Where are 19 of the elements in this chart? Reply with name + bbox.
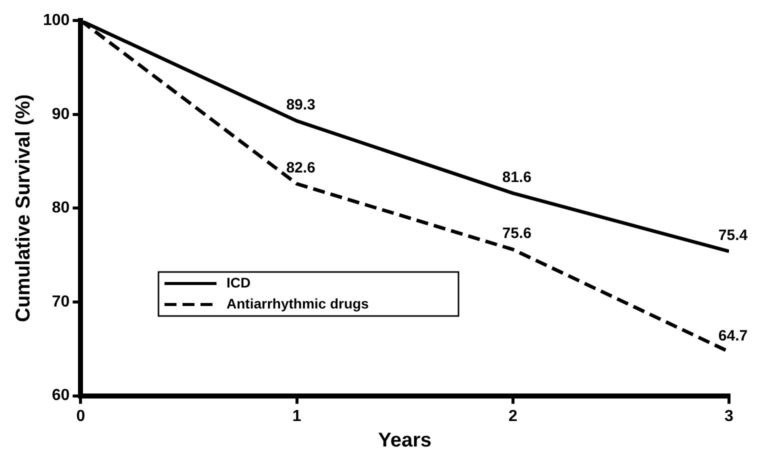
x-tick-label: 3: [724, 408, 734, 425]
x-tick-label: 2: [508, 408, 518, 425]
data-label: 75.4: [718, 226, 748, 244]
x-tick-label: 1: [292, 408, 302, 425]
data-label: 75.6: [502, 225, 532, 242]
x-tick-label: 0: [76, 408, 86, 425]
y-tick-label: 80: [52, 200, 70, 217]
y-tick-label: 90: [52, 106, 70, 123]
y-tick-label: 100: [42, 12, 70, 30]
data-label: 82.6: [286, 159, 316, 176]
legend-label: ICD: [226, 274, 251, 290]
y-tick-label: 70: [52, 293, 70, 310]
y-axis-title: Cumulative Survival (%): [12, 94, 35, 322]
legend-label: Antiarrhythmic drugs: [226, 295, 370, 312]
y-tick-label: 60: [52, 387, 70, 404]
data-label: 64.7: [718, 327, 748, 344]
x-axis-title: Years: [378, 430, 432, 452]
data-label: 81.6: [502, 168, 532, 186]
data-label: 89.3: [286, 96, 316, 114]
